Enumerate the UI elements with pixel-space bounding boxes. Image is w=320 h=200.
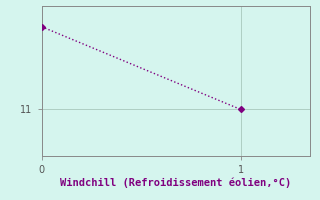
X-axis label: Windchill (Refroidissement éolien,°C): Windchill (Refroidissement éolien,°C) — [60, 178, 292, 188]
